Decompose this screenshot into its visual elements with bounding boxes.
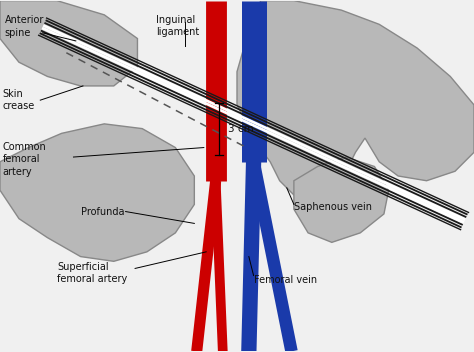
Text: Profunda: Profunda [81,207,124,216]
Text: 3 cm: 3 cm [228,124,253,134]
Text: Skin
crease: Skin crease [2,89,35,111]
Polygon shape [237,1,474,195]
Text: Femoral vein: Femoral vein [254,275,317,285]
Polygon shape [0,124,194,261]
Text: Inguinal
ligament: Inguinal ligament [156,15,200,37]
Text: Anterior
spine: Anterior spine [5,15,44,38]
Text: Superficial
femoral artery: Superficial femoral artery [57,262,127,284]
Text: Common
femoral
artery: Common femoral artery [2,142,46,177]
Text: Saphenous vein: Saphenous vein [294,202,372,212]
Polygon shape [294,157,389,243]
Polygon shape [0,1,137,86]
